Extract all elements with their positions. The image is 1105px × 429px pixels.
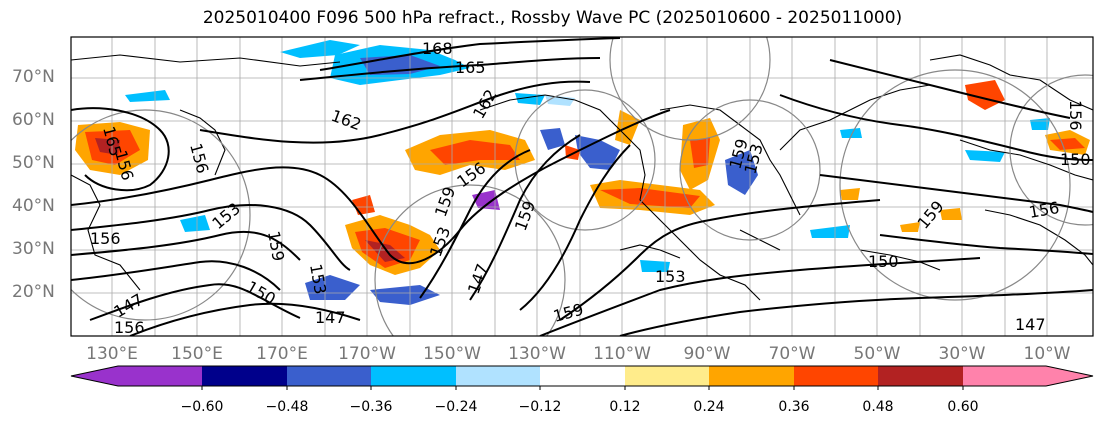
colorbar-swatch: [287, 366, 371, 386]
colorbar-tick-label: 0.48: [862, 399, 894, 415]
lon-label: 30°W: [938, 344, 986, 364]
colorbar-swatch: [456, 366, 540, 386]
contour-label: 156: [1066, 100, 1085, 131]
lon-label: 110°W: [593, 344, 651, 364]
colorbar-swatch: [118, 366, 202, 386]
colorbar: [70, 365, 1094, 390]
contour-label: 150: [1060, 150, 1091, 169]
colorbar-tick-label: −0.12: [518, 399, 562, 415]
contour-label: 153: [655, 267, 686, 286]
colorbar-tick-label: −0.36: [349, 399, 393, 415]
lon-label: 130°W: [508, 344, 566, 364]
colorbar-swatch: [202, 366, 287, 386]
contour-label: 165: [455, 58, 486, 77]
colorbar-tick-label: 0.60: [947, 399, 979, 415]
height-contours: [71, 37, 1093, 336]
contour-label: 168: [422, 39, 453, 58]
lat-label: 60°N: [12, 110, 55, 130]
colorbar-swatch: [540, 366, 625, 386]
lat-label: 70°N: [12, 67, 55, 87]
lon-label: 70°W: [768, 344, 816, 364]
colorbar-outline: [70, 365, 1094, 387]
colorbar-swatch: [625, 366, 709, 386]
shading-layer: [75, 40, 1090, 305]
colorbar-tick-label: 0.24: [693, 399, 725, 415]
lon-label: 10°W: [1023, 344, 1071, 364]
lon-label: 150°E: [171, 344, 223, 364]
colorbar-tick-label: 0.12: [609, 399, 641, 415]
colorbar-tick-label: −0.24: [434, 399, 478, 415]
colorbar-tick-label: −0.48: [265, 399, 309, 415]
map-frame: [70, 36, 1094, 337]
colorbar-tick-label: −0.60: [180, 399, 224, 415]
colorbar-ticks: [201, 386, 964, 390]
lon-label: 130°E: [86, 344, 138, 364]
graticule: [71, 37, 1093, 336]
lon-label: 150°W: [423, 344, 481, 364]
contour-label: 147: [1015, 315, 1046, 334]
lat-label: 20°N: [12, 282, 55, 302]
map-title: 2025010400 F096 500 hPa refract., Rossby…: [202, 8, 903, 28]
colorbar-swatch: [794, 366, 878, 386]
colorbar-tick-label: 0.36: [778, 399, 810, 415]
colorbar-swatch: [709, 366, 794, 386]
lon-label: 90°W: [683, 344, 731, 364]
coastlines: [71, 54, 1093, 301]
lat-label: 30°N: [12, 239, 55, 259]
colorbar-swatch: [878, 366, 963, 386]
rossby-wave-circles: [71, 37, 1093, 336]
contour-label: 156: [90, 229, 121, 248]
lat-label: 40°N: [12, 196, 55, 216]
lon-label: 170°W: [338, 344, 396, 364]
colorbar-high-extend: [1046, 366, 1093, 386]
contour-label: 150: [868, 252, 899, 271]
lon-label: 170°E: [256, 344, 308, 364]
colorbar-swatch: [963, 366, 1046, 386]
map-background: [71, 37, 1093, 336]
colorbar-low-extend: [71, 366, 118, 386]
contour-label: 156: [114, 318, 145, 337]
lon-label: 50°W: [853, 344, 901, 364]
contour-label: 147: [315, 308, 346, 327]
colorbar-swatch: [371, 366, 456, 386]
lat-label: 50°N: [12, 153, 55, 173]
